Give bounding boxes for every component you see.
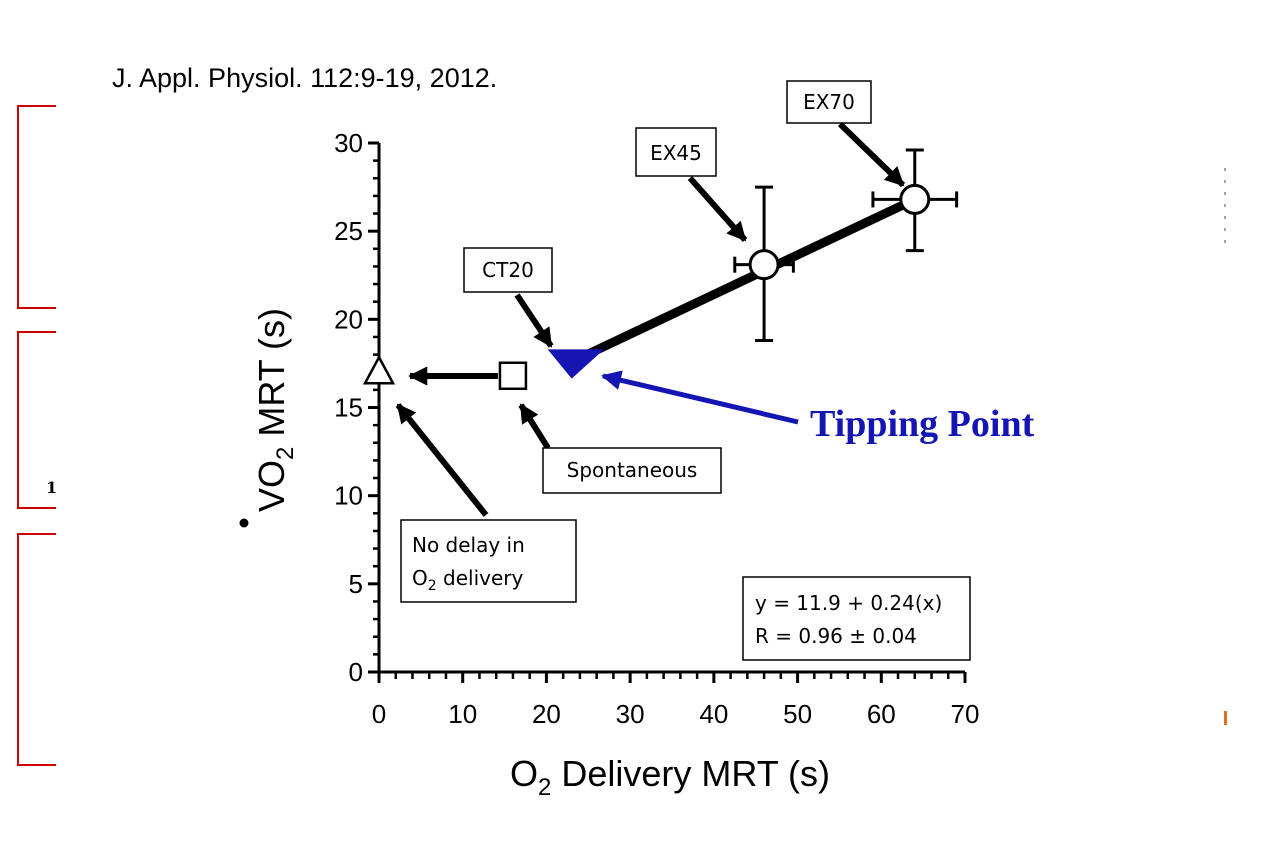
label-no-delay-sub: 2 [428, 578, 437, 594]
slide-brackets [17, 105, 56, 766]
ticks [368, 141, 967, 683]
equation-box: y = 11.9 + 0.24(x) R = 0.96 ± 0.04 [742, 576, 971, 661]
y-tick-label: 15 [334, 393, 363, 423]
x-tick-label: 70 [951, 699, 980, 729]
side-number: 1 [46, 478, 57, 497]
x-tick-label: 60 [867, 699, 896, 729]
data-point-triangle-down [547, 349, 605, 379]
plot-area [362, 148, 959, 391]
y-tick-label: 30 [334, 128, 363, 158]
y-tick-label: 10 [334, 481, 363, 511]
arrow-ex70 [837, 121, 906, 188]
arrow-no-delay [395, 403, 489, 517]
data-point-circle [899, 183, 931, 215]
bracket-bottom [17, 533, 56, 766]
label-no-delay-o: O [412, 566, 428, 590]
tick-labels: 0 5 10 15 20 25 30 0 10 20 30 40 50 60 70 [334, 128, 979, 729]
x-tick-label: 40 [699, 699, 728, 729]
arrow-ct20 [514, 293, 554, 348]
annotation-arrows [395, 121, 906, 517]
label-ex45: EX45 [650, 141, 702, 165]
label-ct20: CT20 [482, 258, 534, 282]
x-tick-label: 30 [616, 699, 645, 729]
equation-text: y = 11.9 + 0.24(x) [755, 591, 942, 615]
label-box-ct20: CT20 [463, 247, 553, 293]
y-axis-title-rest: MRT (s) [251, 308, 292, 447]
y-tick-label: 25 [334, 216, 363, 246]
x-tick-label: 10 [448, 699, 477, 729]
label-ex70: EX70 [803, 90, 855, 114]
label-no-delay-line2: O2 delivery [412, 566, 524, 594]
x-axis-title-main: O [510, 753, 538, 794]
tipping-point-label: Tipping Point [810, 403, 1035, 445]
x-tick-label: 50 [783, 699, 812, 729]
arrow-ex45 [687, 176, 748, 242]
label-no-delay-line1: No delay in [412, 533, 525, 557]
label-boxes: CT20 EX45 EX70 Spontaneous No delay in O… [400, 80, 971, 661]
r-value-text: R = 0.96 ± 0.04 [755, 624, 917, 648]
y-axis-title-group: VO2 MRT (s) [251, 308, 299, 512]
vdot-mark [239, 518, 249, 528]
label-spontaneous: Spontaneous [567, 458, 698, 482]
y-axis-title-sub: 2 [272, 447, 299, 460]
x-axis-title-sub: 2 [538, 774, 551, 801]
x-tick-label: 20 [532, 699, 561, 729]
edge-orange-mark [1224, 711, 1227, 725]
edge-marks [1224, 168, 1227, 725]
data-point-triangle-up [362, 354, 396, 385]
y-axis-title-main: VO [251, 460, 292, 512]
bracket-middle [17, 331, 56, 509]
bracket-top [17, 105, 56, 309]
y-axis-title: VO2 MRT (s) [251, 308, 299, 512]
data-point-square [498, 361, 528, 391]
y-tick-label: 0 [349, 657, 363, 687]
x-tick-label: 0 [372, 699, 386, 729]
citation: J. Appl. Physiol. 112:9-19, 2012. [112, 63, 497, 93]
y-tick-label: 5 [349, 569, 363, 599]
data-point-circle [748, 249, 780, 281]
regression-line [573, 195, 917, 364]
x-axis-title: O2 Delivery MRT (s) [510, 753, 830, 801]
arrow-spontaneous [518, 403, 551, 450]
label-box-no-delay: No delay in O2 delivery [400, 519, 577, 603]
label-box-ex45: EX45 [635, 127, 717, 177]
label-box-ex70: EX70 [786, 80, 872, 124]
arrow-tipping-point [601, 370, 799, 425]
label-no-delay-rest: delivery [437, 566, 524, 590]
label-box-spontaneous: Spontaneous [542, 447, 722, 494]
x-axis-title-rest: Delivery MRT (s) [551, 753, 830, 794]
y-tick-label: 20 [334, 304, 363, 334]
